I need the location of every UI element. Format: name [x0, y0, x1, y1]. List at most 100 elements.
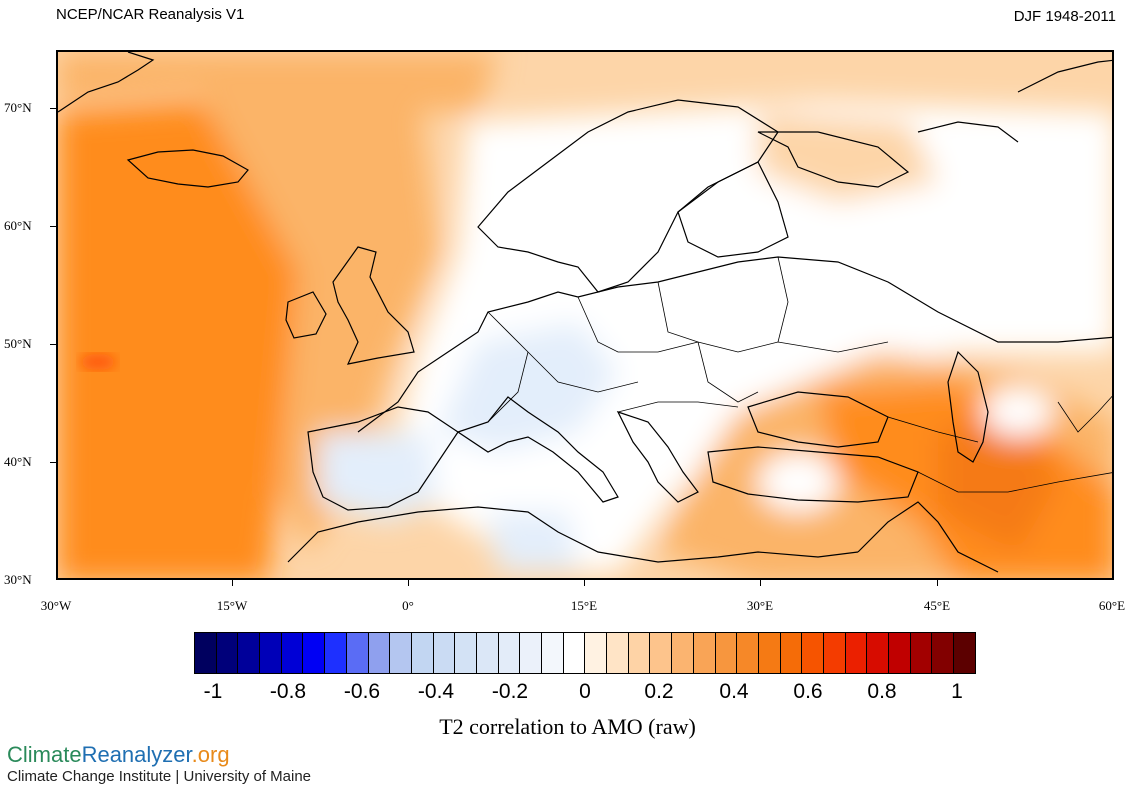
climatereanalyzer-logo[interactable]: ClimateReanalyzer.org: [7, 742, 230, 768]
border-1: [487, 311, 639, 393]
dataset-title: NCEP/NCAR Reanalysis V1: [56, 6, 245, 23]
colorbar: [194, 632, 976, 674]
colorbar-swatch-23: [693, 633, 716, 673]
colorbar-label-0: 0: [579, 680, 591, 703]
colorbar-swatch-2: [238, 633, 261, 673]
lat-tick-70n: [50, 108, 56, 109]
colorbar-swatch-32: [889, 633, 911, 673]
colorbar-swatch-31: [867, 633, 889, 673]
colorbar-swatch-9: [390, 633, 412, 673]
colorbar-swatch-35: [954, 633, 975, 673]
coast-scandinavia: [477, 99, 779, 293]
colorbar-swatch-28: [802, 633, 824, 673]
colorbar-swatch-19: [607, 633, 629, 673]
coastlines: [58, 52, 1112, 573]
lat-tick-50n: [50, 344, 56, 345]
field-caspian-peak: [938, 412, 1058, 552]
colorbar-label-08: 0.8: [867, 680, 897, 703]
colorbar-swatch-7: [346, 633, 369, 673]
coast-levant: [857, 501, 999, 573]
coast-britain: [332, 246, 415, 365]
colorbar-label-neg02: -0.2: [491, 680, 529, 703]
coast-kola: [757, 131, 910, 188]
colorbar-swatch-34: [932, 633, 955, 673]
coast-turkey: [707, 446, 919, 503]
coast-arctic-russia: [917, 121, 1019, 143]
colorbar-swatch-0: [195, 633, 217, 673]
colorbar-swatch-5: [303, 633, 326, 673]
colorbar-label-neg04: -0.4: [417, 680, 455, 703]
border-2: [577, 296, 699, 353]
coast-ireland: [285, 291, 327, 339]
colorbar-label-04: 0.4: [719, 680, 749, 703]
colorbar-label-neg06: -0.6: [343, 680, 381, 703]
colorbar-swatch-4: [281, 633, 304, 673]
field-negative-africa: [488, 512, 578, 572]
colorbar-swatch-25: [737, 633, 759, 673]
coast-italy: [456, 396, 619, 503]
field-north-mid: [58, 52, 498, 112]
correlation-field: [58, 52, 1112, 578]
lat-label-60n: 60°N: [4, 218, 32, 233]
border-4: [487, 351, 529, 423]
lon-tick-45e: [937, 580, 938, 586]
colorbar-swatch-10: [411, 633, 434, 673]
colorbar-swatch-15: [520, 633, 542, 673]
colorbar-swatch-27: [780, 633, 803, 673]
colorbar-swatch-13: [476, 633, 499, 673]
map-canvas: [58, 52, 1112, 578]
colorbar-label-1: 1: [951, 680, 963, 703]
coast-iceland: [126, 149, 249, 188]
colorbar-swatch-29: [823, 633, 846, 673]
lat-tick-60n: [50, 226, 56, 227]
border-10: [1057, 395, 1112, 433]
field-negative-iberia: [318, 432, 438, 522]
lon-label-15w: 15°W: [216, 598, 248, 613]
colorbar-swatch-20: [628, 633, 651, 673]
logo-part-reanalyzer: Reanalyzer: [81, 742, 192, 767]
colorbar-swatch-6: [325, 633, 347, 673]
lon-label-15e: 15°E: [570, 598, 598, 613]
lon-tick-15e: [584, 580, 585, 586]
border-6: [777, 256, 789, 343]
field-atlantic-strong: [58, 102, 298, 578]
lon-label-30e: 30°E: [746, 598, 774, 613]
lon-tick-30e: [760, 580, 761, 586]
lat-label-40n: 40°N: [4, 454, 32, 469]
colorbar-swatch-17: [563, 633, 586, 673]
colorbar-swatch-14: [498, 633, 521, 673]
colorbar-label-neg08: -0.8: [269, 680, 307, 703]
country-borders: [487, 256, 1112, 493]
border-7: [887, 416, 979, 443]
colorbar-swatch-30: [845, 633, 868, 673]
border-3: [657, 281, 889, 353]
season-range: DJF 1948-2011: [1013, 8, 1116, 25]
field-anatolia-white: [758, 452, 838, 512]
colorbar-swatch-1: [216, 633, 239, 673]
colorbar-label-neg1: -1: [203, 680, 223, 703]
coast-novaya-zemlya: [1017, 59, 1112, 93]
colorbar-swatch-24: [715, 633, 738, 673]
field-caspian-white: [983, 387, 1053, 437]
lon-label-30w: 30°W: [40, 598, 72, 613]
institution-line: Climate Change Institute | University of…: [7, 768, 312, 785]
coast-caspian: [947, 350, 989, 463]
lon-label-45e: 45°E: [923, 598, 951, 613]
field-europe-neutral: [388, 102, 1112, 572]
coast-black-sea: [747, 391, 889, 448]
field-atlantic-peak: [80, 354, 116, 370]
lat-label-30n: 30°N: [4, 572, 32, 587]
colorbar-swatch-26: [758, 633, 781, 673]
colorbar-swatch-22: [672, 633, 694, 673]
field-negative-central: [438, 322, 618, 452]
lat-label-70n: 70°N: [4, 100, 32, 115]
border-9: [617, 401, 739, 413]
coast-north-europe: [357, 256, 1112, 433]
colorbar-label-06: 0.6: [793, 680, 823, 703]
colorbar-title: T2 correlation to AMO (raw): [439, 714, 696, 739]
coast-north-africa: [287, 506, 859, 563]
lon-tick-15w: [232, 580, 233, 586]
lat-tick-40n: [50, 462, 56, 463]
coast-finland: [677, 161, 789, 258]
logo-part-climate: Climate: [7, 742, 82, 767]
